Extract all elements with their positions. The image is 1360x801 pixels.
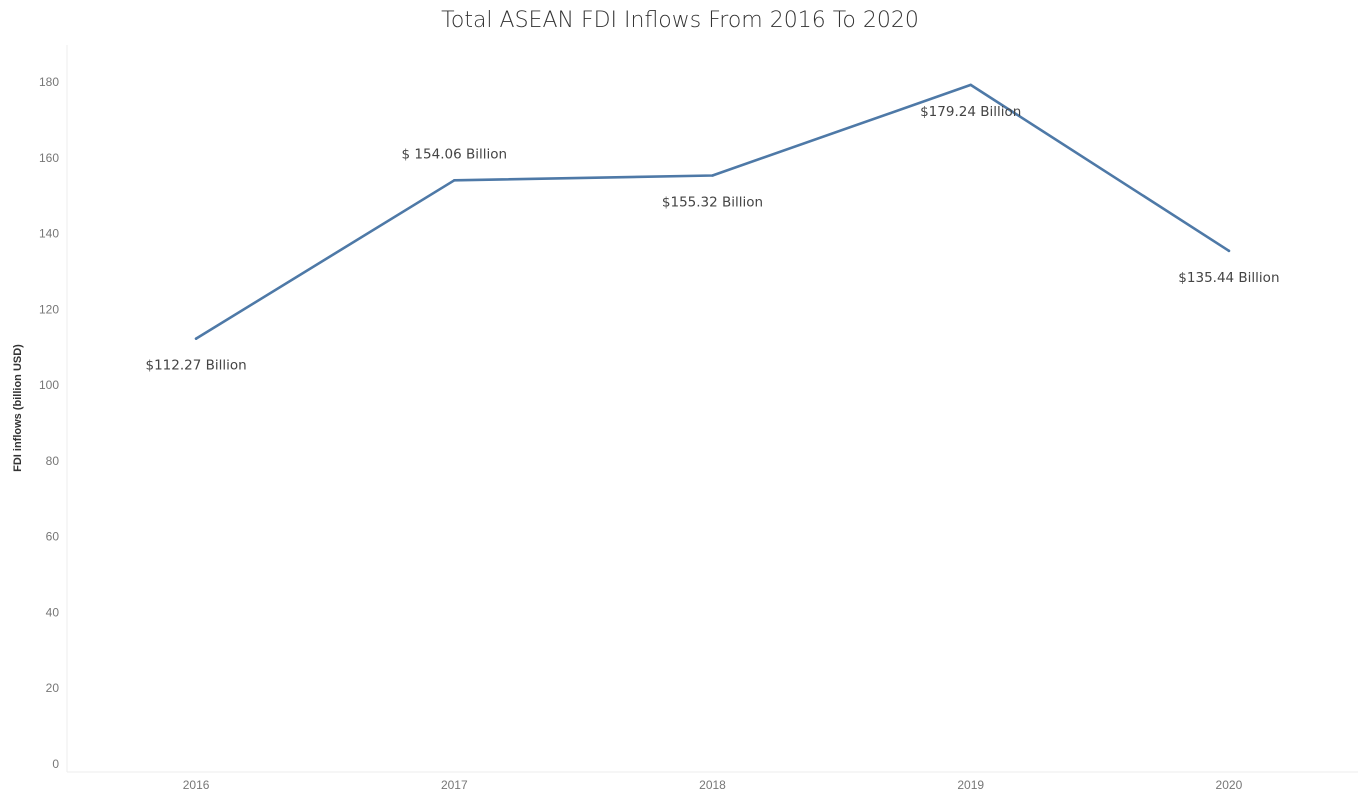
y-tick-label: 20 (46, 681, 60, 695)
data-point (711, 174, 714, 177)
y-tick-label: 100 (39, 378, 59, 392)
y-tick-label: 160 (39, 151, 59, 165)
data-label: $ 154.06 Billion (402, 146, 508, 162)
y-axis-ticks: 0 20 40 60 80 100 120 140 160 180 (39, 75, 59, 771)
y-tick-label: 0 (52, 757, 59, 771)
data-label: $179.24 Billion (920, 104, 1021, 120)
data-labels: $112.27 Billion $ 154.06 Billion $155.32 B… (145, 104, 1279, 374)
y-tick-label: 80 (46, 454, 60, 468)
y-tick-label: 40 (46, 605, 60, 619)
series-group (194, 83, 1231, 340)
data-label: $155.32 Billion (662, 195, 763, 211)
data-point (194, 337, 198, 340)
data-label: $112.27 Billion (145, 358, 246, 374)
x-tick-label: 2018 (699, 778, 726, 792)
y-tick-label: 140 (39, 227, 59, 241)
x-tick-label: 2017 (441, 778, 468, 792)
y-tick-label: 120 (39, 302, 59, 316)
series-line (194, 83, 1231, 340)
y-axis-label: FDI inflows (billion USD) (12, 344, 24, 472)
data-point (1227, 249, 1231, 253)
x-tick-label: 2016 (183, 778, 210, 792)
data-point (969, 83, 972, 87)
y-tick-label: 60 (46, 530, 60, 544)
y-tick-label: 180 (39, 75, 59, 89)
data-label: $135.44 Billion (1178, 270, 1279, 286)
x-axis-ticks: 2016 2017 2018 2019 2020 (183, 778, 1243, 792)
x-tick-label: 2019 (957, 778, 984, 792)
x-tick-label: 2020 (1216, 778, 1243, 792)
chart-title: Total ASEAN FDI Inflows From 2016 To 202… (441, 8, 919, 33)
data-point (453, 178, 456, 182)
